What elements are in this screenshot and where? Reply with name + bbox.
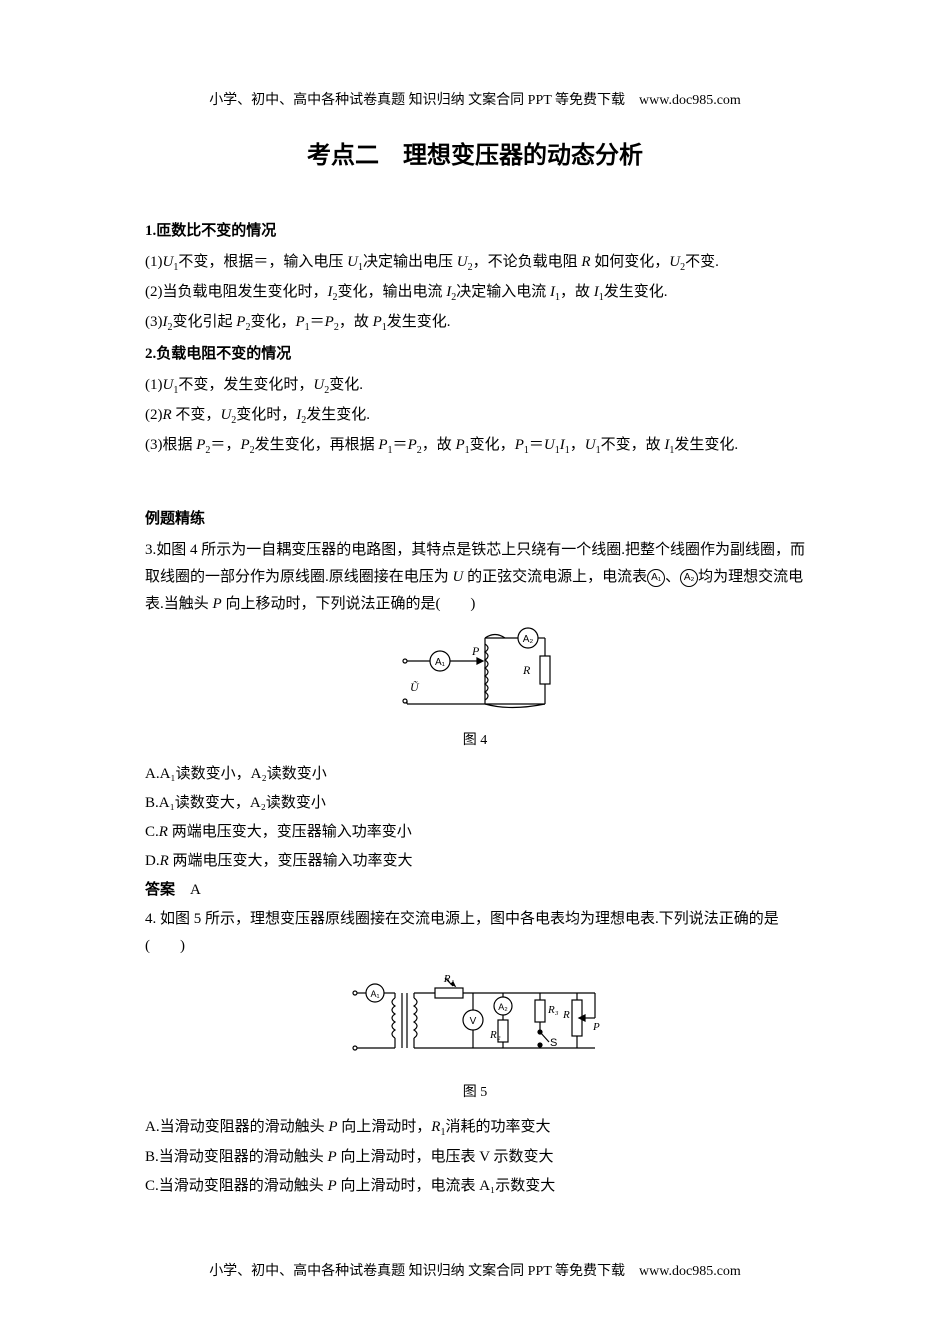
figure5-caption: 图 5 [145,1080,805,1105]
svg-text:Ũ: Ũ [410,680,420,694]
section2-line2: (2)R 不变，U2变化时，I2发生变化. [145,402,805,430]
svg-text:V: V [470,1016,477,1027]
section1-line3: (3)I2变化引起 P2变化，P1＝P2，故 P1发生变化. [145,309,805,337]
figure5-container: A₁ A₂ V R₁ R₂ R₃ R P S 图 5 [145,968,805,1105]
section2-line3: (3)根据 P2＝，P2发生变化，再根据 P1＝P2，故 P1变化，P1＝U1I… [145,432,805,460]
question4-text: 4. 如图 5 所示，理想变压器原线圈接在交流电源上，图中各电表均为理想电表.下… [145,906,805,960]
svg-text:A₁: A₁ [370,989,379,999]
figure4-caption: 图 4 [145,728,805,753]
svg-text:R₁: R₁ [443,973,455,985]
q4-optA: A.当滑动变阻器的滑动触头 P 向上滑动时，R1消耗的功率变大 [145,1114,805,1142]
svg-text:A₂: A₂ [498,1002,508,1012]
svg-text:R: R [562,1009,570,1021]
figure4-diagram: A₁ A₂ P R Ũ [395,626,555,716]
examples-heading: 例题精练 [145,506,805,533]
section1-heading: 1.匝数比不变的情况 [145,218,805,245]
footer-text: 小学、初中、高中各种试卷真题 知识归纳 文案合同 PPT 等免费下载 www.d… [0,1259,950,1284]
q3-optD: D.R 两端电压变大，变压器输入功率变大 [145,848,805,875]
section1-line2: (2)当负载电阻发生变化时，I2变化，输出电流 I2决定输入电流 I1，故 I1… [145,279,805,307]
svg-text:R₃: R₃ [547,1004,559,1016]
section1-line1: (1)U1不变，根据＝，输入电压 U1决定输出电压 U2，不论负载电阻 R 如何… [145,249,805,277]
figure5-diagram: A₁ A₂ V R₁ R₂ R₃ R P S [345,968,605,1068]
svg-text:P: P [471,644,480,658]
page-title: 考点二 理想变压器的动态分析 [145,135,805,178]
a2-icon: A₂ [680,569,698,587]
q3-optC: C.R 两端电压变大，变压器输入功率变小 [145,819,805,846]
q3-answer: 答案 A [145,877,805,904]
question3-text: 3.如图 4 所示为一自耦变压器的电路图，其特点是铁芯上只绕有一个线圈.把整个线… [145,537,805,618]
section2-heading: 2.负载电阻不变的情况 [145,341,805,368]
svg-text:R₂: R₂ [489,1029,501,1041]
svg-text:A₂: A₂ [523,634,534,645]
svg-text:P: P [592,1021,600,1033]
q4-optC: C.当滑动变阻器的滑动触头 P 向上滑动时，电流表 A₁示数变大 [145,1173,805,1200]
q3-optA: A.A₁读数变小，A₂读数变小 [145,761,805,788]
svg-text:R: R [522,663,531,677]
figure4-container: A₁ A₂ P R Ũ 图 4 [145,626,805,753]
a1-icon: A₁ [647,569,665,587]
svg-text:S: S [550,1037,557,1049]
q3-optB: B.A₁读数变大，A₂读数变小 [145,790,805,817]
q4-optB: B.当滑动变阻器的滑动触头 P 向上滑动时，电压表 V 示数变大 [145,1144,805,1171]
section2-line1: (1)U1不变，发生变化时，U2变化. [145,372,805,400]
header-text: 小学、初中、高中各种试卷真题 知识归纳 文案合同 PPT 等免费下载 www.d… [0,88,950,113]
svg-text:A₁: A₁ [435,657,446,668]
